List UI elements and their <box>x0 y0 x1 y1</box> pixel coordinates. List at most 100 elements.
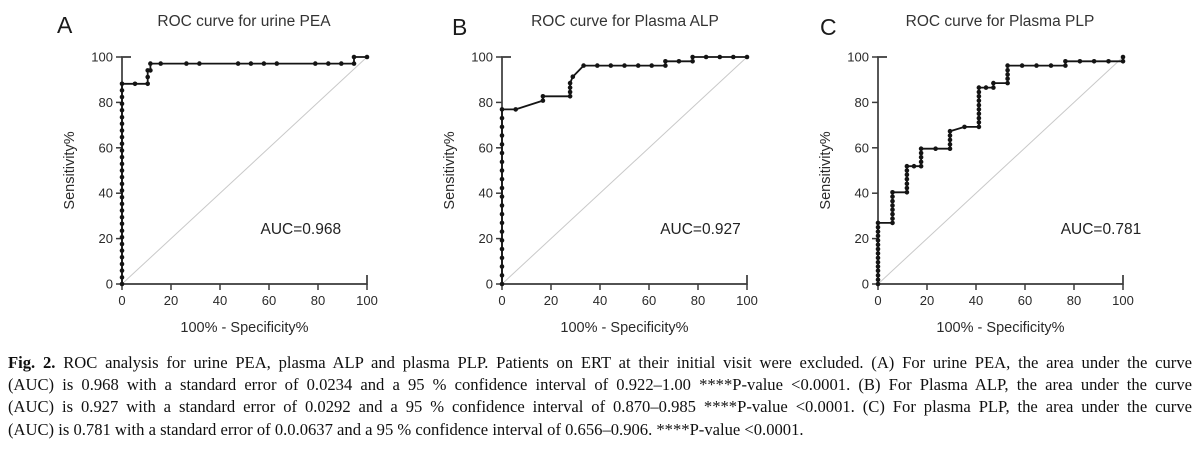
roc-point <box>904 185 910 191</box>
svg-text:100: 100 <box>736 293 758 308</box>
roc-point <box>119 215 125 220</box>
roc-point <box>1091 59 1097 64</box>
roc-point <box>119 141 125 146</box>
roc-point <box>976 85 982 90</box>
svg-text:20: 20 <box>164 293 178 308</box>
roc-point <box>622 63 627 68</box>
roc-point <box>132 81 138 87</box>
roc-point <box>119 168 125 173</box>
roc-point <box>119 161 125 167</box>
roc-point <box>499 115 505 121</box>
roc-point <box>875 229 881 234</box>
roc-point <box>904 176 910 182</box>
roc-point <box>635 63 641 68</box>
roc-point <box>119 208 125 213</box>
roc-point <box>890 220 895 226</box>
roc-point <box>947 142 953 147</box>
roc-point <box>119 261 125 267</box>
roc-point <box>119 101 125 107</box>
roc-point <box>274 61 280 66</box>
roc-point <box>119 275 125 280</box>
figure-label: Fig. 2. <box>8 353 56 372</box>
roc-plot-svg: 0 20 40 60 80 100 0 20 40 60 80 100 AUC=0.927 100% - … <box>442 50 758 337</box>
roc-point <box>1077 59 1083 64</box>
roc-point <box>364 54 370 60</box>
roc-point <box>918 159 924 165</box>
roc-point <box>875 273 881 278</box>
roc-point <box>119 195 125 200</box>
roc-point <box>875 259 881 265</box>
roc-point <box>976 98 982 103</box>
reference-diagonal <box>121 56 368 285</box>
roc-point <box>918 150 924 156</box>
roc-point <box>1048 63 1054 68</box>
svg-text:0: 0 <box>486 277 493 292</box>
roc-point <box>119 188 125 193</box>
roc-point <box>933 146 938 151</box>
svg-text:40: 40 <box>479 186 493 201</box>
chart-title-c: ROC curve for Plasma PLP <box>905 13 1095 30</box>
svg-text:60: 60 <box>642 293 656 308</box>
svg-text:0: 0 <box>498 293 505 308</box>
svg-text:60: 60 <box>479 140 493 155</box>
svg-text:0: 0 <box>118 293 125 308</box>
roc-point <box>119 148 125 153</box>
roc-point <box>499 124 505 130</box>
svg-text:60: 60 <box>855 140 869 155</box>
svg-text:0: 0 <box>862 277 869 292</box>
svg-text:40: 40 <box>855 186 869 201</box>
roc-point <box>890 216 895 221</box>
roc-point <box>918 155 924 160</box>
roc-point <box>119 154 125 160</box>
chart-title-a: ROC curve for urine PEA <box>157 13 331 30</box>
roc-point <box>731 54 736 60</box>
svg-text:100: 100 <box>471 50 493 65</box>
svg-text:100: 100 <box>847 50 869 65</box>
roc-point <box>158 61 163 66</box>
roc-point <box>1005 63 1010 68</box>
roc-point <box>904 181 910 186</box>
roc-point <box>499 273 505 278</box>
roc-point <box>1034 63 1039 68</box>
roc-point <box>499 176 505 182</box>
roc-point <box>649 63 654 68</box>
y-axis-label: Sensitivity% <box>818 131 834 209</box>
roc-point <box>1005 67 1010 73</box>
roc-point <box>976 89 982 95</box>
roc-point <box>962 124 967 130</box>
svg-text:80: 80 <box>691 293 705 308</box>
roc-point <box>890 207 895 213</box>
roc-plot-svg: 0 20 40 60 80 100 0 20 40 60 80 100 AUC=0.781 100% - … <box>818 50 1141 337</box>
chart-title-b: ROC curve for Plasma ALP <box>531 13 719 30</box>
svg-text:20: 20 <box>544 293 558 308</box>
roc-point <box>911 163 917 169</box>
panel-label-c: C <box>820 14 837 40</box>
roc-point <box>890 190 895 195</box>
roc-point <box>904 163 910 169</box>
roc-point <box>976 111 982 117</box>
roc-point <box>947 146 953 151</box>
roc-point <box>119 181 125 187</box>
reference-diagonal <box>501 56 748 285</box>
roc-point <box>540 94 546 99</box>
svg-text:100: 100 <box>356 293 378 308</box>
roc-point <box>690 59 695 64</box>
roc-point <box>119 174 125 180</box>
reference-diagonal <box>877 56 1124 285</box>
roc-point <box>875 281 881 287</box>
roc-plot-svg: 0 20 40 60 80 100 0 20 40 60 80 100 AUC=0.968 100% - … <box>62 50 378 337</box>
roc-point <box>875 264 881 269</box>
roc-point <box>351 54 357 60</box>
roc-point <box>119 234 125 240</box>
svg-text:60: 60 <box>1018 293 1032 308</box>
roc-point <box>499 150 505 156</box>
roc-point <box>499 264 505 269</box>
roc-point <box>119 248 125 253</box>
roc-point <box>904 172 910 178</box>
roc-point <box>499 246 505 252</box>
roc-point <box>663 59 668 64</box>
roc-point <box>875 233 881 239</box>
roc-point <box>875 220 881 226</box>
roc-point <box>904 168 910 173</box>
roc-point <box>976 124 982 130</box>
